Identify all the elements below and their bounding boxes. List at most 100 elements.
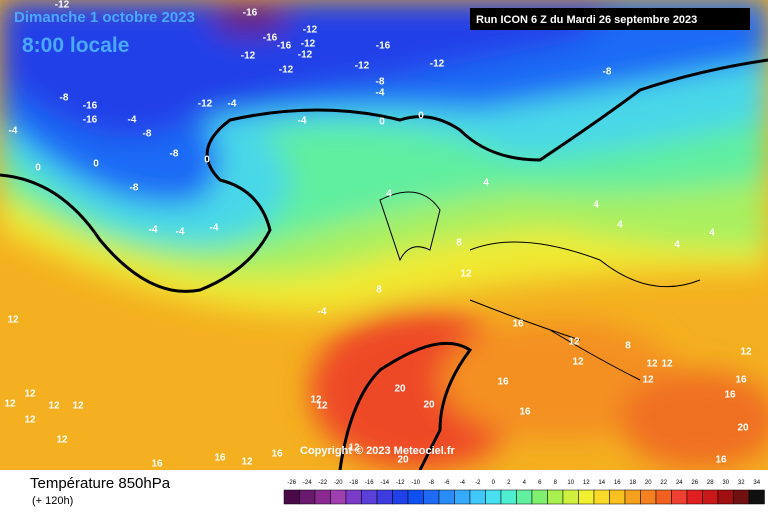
colorbar-swatch xyxy=(345,489,362,505)
contour-label: 4 xyxy=(709,228,715,239)
colorbar-swatch xyxy=(655,489,672,505)
colorbar-label: 2 xyxy=(507,480,511,486)
colorbar-label: -2 xyxy=(475,480,481,486)
colorbar-swatch xyxy=(671,489,688,505)
colorbar-label: 18 xyxy=(629,480,636,486)
contour-label: 12 xyxy=(460,269,472,280)
colorbar-label: 34 xyxy=(753,480,760,486)
colorbar-swatch xyxy=(438,489,455,505)
colorbar-swatch xyxy=(593,489,610,505)
contour-label: -12 xyxy=(241,51,256,62)
colorbar-swatch xyxy=(407,489,424,505)
colorbar-swatch xyxy=(748,489,765,505)
contour-label: -4 xyxy=(228,99,237,110)
colorbar-label: -10 xyxy=(411,480,420,486)
colorbar-swatch xyxy=(609,489,626,505)
contour-label: 12 xyxy=(24,415,36,426)
colorbar-label: -4 xyxy=(460,480,466,486)
run-info: Run ICON 6 Z du Mardi 26 septembre 2023 xyxy=(476,14,697,26)
contour-label: 20 xyxy=(397,455,409,466)
contour-label: 20 xyxy=(737,423,749,434)
contour-label: 16 xyxy=(735,375,747,386)
contour-label: -16 xyxy=(83,101,98,112)
contour-label: 4 xyxy=(593,200,599,211)
colorbar-label: 32 xyxy=(738,480,745,486)
colorbar-label: -24 xyxy=(303,480,312,486)
contour-label: -8 xyxy=(60,93,69,104)
colorbar-label: 30 xyxy=(722,480,729,486)
contour-label: 12 xyxy=(48,401,60,412)
contour-label: -16 xyxy=(83,115,98,126)
colorbar-swatch xyxy=(376,489,393,505)
contour-label: 4 xyxy=(483,178,489,189)
contour-label: 8 xyxy=(625,341,631,352)
contour-label: -8 xyxy=(143,129,152,140)
contour-label: -8 xyxy=(130,183,139,194)
contour-label: -12 xyxy=(55,0,70,11)
contour-label: -12 xyxy=(198,99,213,110)
contour-label: 16 xyxy=(724,390,736,401)
colorbar-swatch xyxy=(423,489,440,505)
colorbar-swatch xyxy=(531,489,548,505)
colorbar-label: 14 xyxy=(598,480,605,486)
colorbar-label: -16 xyxy=(365,480,374,486)
colorbar-swatch xyxy=(299,489,316,505)
colorbar-label: -18 xyxy=(349,480,358,486)
contour-label: 12 xyxy=(740,347,752,358)
contour-label: -16 xyxy=(277,41,292,52)
colorbar-swatch xyxy=(547,489,564,505)
lead-time: (+ 120h) xyxy=(32,495,73,507)
contour-label: 0 xyxy=(35,163,41,174)
contour-label: 12 xyxy=(642,375,654,386)
contour-label: 0 xyxy=(204,155,210,166)
map-field xyxy=(0,0,768,471)
contour-label: 4 xyxy=(674,240,680,251)
colorbar-label: 8 xyxy=(554,480,558,486)
contour-label: -4 xyxy=(176,227,185,238)
colorbar-swatch xyxy=(485,489,502,505)
contour-label: 16 xyxy=(151,459,163,470)
contour-label: 12 xyxy=(646,359,658,370)
contour-label: 12 xyxy=(310,395,322,406)
contour-label: -12 xyxy=(301,39,316,50)
colorbar-label: 26 xyxy=(691,480,698,486)
colorbar-label: -8 xyxy=(429,480,435,486)
contour-label: 16 xyxy=(715,455,727,466)
colorbar-swatch xyxy=(717,489,734,505)
contour-label: 8 xyxy=(376,285,382,296)
colorbar-swatch xyxy=(469,489,486,505)
colorbar-label: 28 xyxy=(707,480,714,486)
copyright: Copyright © 2023 Meteociel.fr xyxy=(300,445,456,457)
contour-label: -8 xyxy=(376,77,385,88)
colorbar-label: 22 xyxy=(660,480,667,486)
colorbar-label: -22 xyxy=(318,480,327,486)
forecast-time: 8:00 locale xyxy=(22,34,129,57)
contour-label: -16 xyxy=(376,41,391,52)
contour-label: 12 xyxy=(568,337,580,348)
colorbar-swatch xyxy=(330,489,347,505)
contour-labels: -12-16-12-16-16 -12-12-16-12-12 -12 -12-8-8… xyxy=(4,0,752,470)
colorbar-swatch xyxy=(562,489,579,505)
colorbar-swatch xyxy=(361,489,378,505)
contour-label: 16 xyxy=(512,319,524,330)
colorbar-swatch xyxy=(578,489,595,505)
colorbar-label: 24 xyxy=(676,480,683,486)
colorbar: -26 -24 -22 -20 -18 -16 -14 -12 -10 -8 -6 -4 -2 0 2 4 6 8… xyxy=(283,480,765,505)
contour-label: 12 xyxy=(241,457,253,468)
contour-label: 12 xyxy=(72,401,84,412)
colorbar-swatch xyxy=(516,489,533,505)
contour-label: -8 xyxy=(603,67,612,78)
colorbar-swatch xyxy=(283,489,300,505)
colorbar-swatch xyxy=(314,489,331,505)
colorbar-label: 4 xyxy=(523,480,527,486)
colorbar-label: -20 xyxy=(334,480,343,486)
contour-label: -16 xyxy=(243,8,258,19)
contour-label: -4 xyxy=(318,307,327,318)
colorbar-swatch xyxy=(500,489,517,505)
contour-label: 16 xyxy=(271,449,283,460)
contour-label: 12 xyxy=(316,401,328,412)
colorbar-label: 10 xyxy=(567,480,574,486)
contour-label: -4 xyxy=(9,126,18,137)
colorbar-label: -12 xyxy=(396,480,405,486)
